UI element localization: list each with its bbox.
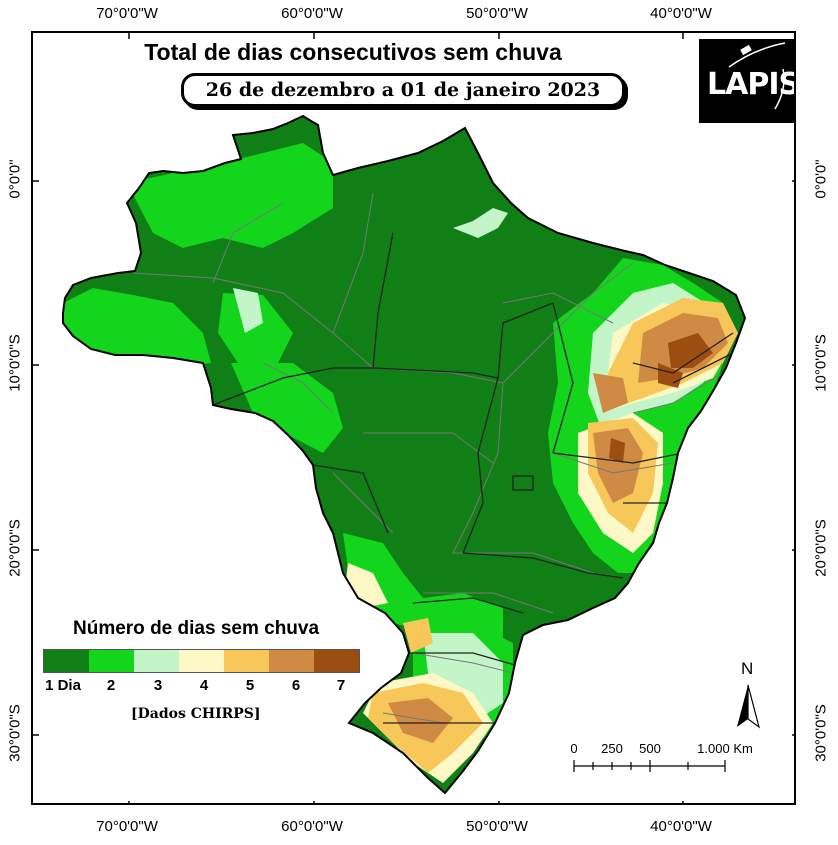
legend-color-bar (43, 649, 360, 673)
legend-swatch-3 (134, 650, 179, 672)
latitude-label-left-10s: 10°0'0"S (6, 334, 24, 392)
longitude-label-bottom-70w: 70°0'0"W (96, 818, 158, 835)
rainfall-raster (63, 116, 745, 793)
brazil-map (33, 33, 794, 803)
legend-label-4: 4 (199, 677, 209, 694)
legend-swatch-4 (179, 650, 224, 672)
lapis-logo: LAPIS (699, 39, 796, 123)
latitude-label-right-0: 0°0'0" (812, 159, 830, 199)
scale-label-1000: 1.000 Km (697, 741, 753, 756)
legend-swatch-2 (89, 650, 134, 672)
legend-swatch-1 (44, 650, 89, 672)
legend-label-7: 7 (336, 677, 346, 694)
legend-label-2: 2 (106, 677, 116, 694)
scale-label-0: 0 (570, 741, 578, 756)
legend-label-5: 5 (245, 677, 255, 694)
longitude-label-bottom-50w: 50°0'0"W (466, 818, 528, 835)
brazil-outline (62, 114, 747, 795)
subtitle-box: 26 de dezembro a 01 de janeiro 2023 (181, 73, 625, 107)
legend-label-6: 6 (291, 677, 301, 694)
legend-swatch-5 (224, 650, 269, 672)
scale-bar (573, 760, 726, 772)
map-title: Total de dias consecutivos sem chuva (144, 39, 562, 65)
map-frame: Total de dias consecutivos sem chuva 26 … (31, 31, 796, 805)
latitude-label-right-10s: 10°0'0"S (812, 334, 830, 392)
scale-label-250: 250 (601, 741, 623, 756)
logo-text: LAPIS (707, 67, 796, 102)
latitude-label-right-20s: 20°0'0"S (812, 519, 830, 577)
legend-title: Número de dias sem chuva (73, 618, 320, 639)
longitude-label-top-70w: 70°0'0"W (96, 5, 158, 22)
data-source: [Dados CHIRPS] (131, 706, 261, 722)
longitude-label-bottom-60w: 60°0'0"W (281, 818, 343, 835)
latitude-label-left-0: 0°0'0" (6, 159, 24, 199)
latitude-label-left-30s: 30°0'0"S (6, 704, 24, 762)
scale-label-500: 500 (639, 741, 661, 756)
legend-label-3: 3 (153, 677, 163, 694)
legend-swatch-7 (314, 650, 359, 672)
north-arrow-icon (737, 684, 761, 729)
longitude-label-top-50w: 50°0'0"W (466, 5, 528, 22)
legend-swatch-6 (269, 650, 314, 672)
latitude-label-left-20s: 20°0'0"S (6, 519, 24, 577)
latitude-label-right-30s: 30°0'0"S (812, 704, 830, 762)
north-label: N (741, 659, 754, 678)
satellite-icon (728, 42, 786, 110)
legend-label-1: 1 Dia (45, 677, 81, 694)
map-subtitle: 26 de dezembro a 01 de janeiro 2023 (205, 79, 601, 101)
longitude-label-bottom-40w: 40°0'0"W (650, 818, 712, 835)
longitude-label-top-60w: 60°0'0"W (281, 5, 343, 22)
longitude-label-top-40w: 40°0'0"W (650, 5, 712, 22)
